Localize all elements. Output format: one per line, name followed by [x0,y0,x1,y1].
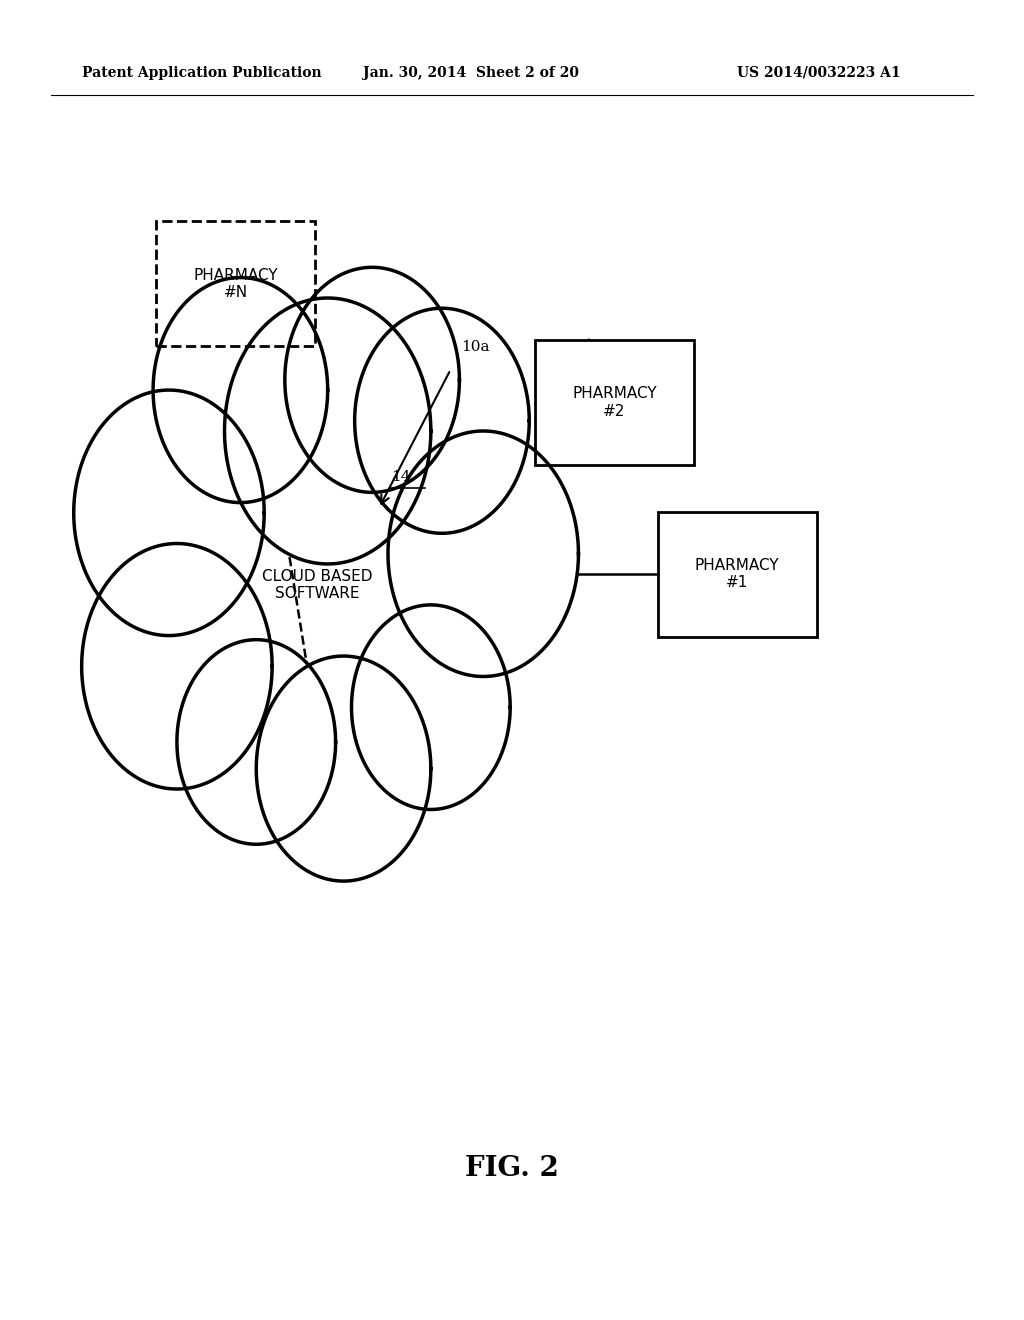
Polygon shape [74,391,264,635]
Text: 14: 14 [391,470,411,484]
Polygon shape [354,309,529,533]
Text: CLOUD BASED
SOFTWARE: CLOUD BASED SOFTWARE [262,569,373,601]
Polygon shape [177,640,336,845]
Polygon shape [351,605,510,809]
Polygon shape [256,656,431,880]
Text: PHARMACY
#N: PHARMACY #N [194,268,278,300]
Text: 10a: 10a [461,339,489,354]
Text: US 2014/0032223 A1: US 2014/0032223 A1 [737,66,901,79]
Polygon shape [82,544,272,789]
Polygon shape [285,268,460,492]
FancyBboxPatch shape [657,512,817,638]
Polygon shape [154,277,328,503]
Text: FIG. 2: FIG. 2 [465,1155,559,1181]
Text: PHARMACY
#2: PHARMACY #2 [572,387,656,418]
FancyBboxPatch shape [535,341,694,466]
Polygon shape [224,298,431,564]
FancyBboxPatch shape [157,220,315,346]
Text: Jan. 30, 2014  Sheet 2 of 20: Jan. 30, 2014 Sheet 2 of 20 [364,66,579,79]
Text: PHARMACY
#1: PHARMACY #1 [695,558,779,590]
Text: Patent Application Publication: Patent Application Publication [82,66,322,79]
Polygon shape [388,432,579,676]
